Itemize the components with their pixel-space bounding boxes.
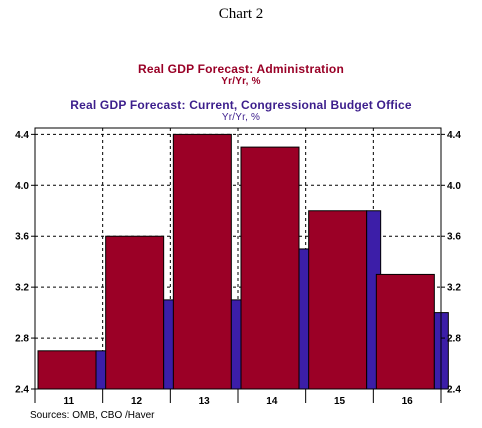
x-tick-label: 11 [64,396,75,407]
y-tick-label-left: 2.4 [15,385,29,396]
x-tick-label: 12 [131,396,143,407]
y-tick-label-left: 3.2 [15,283,29,294]
bar-admin [172,133,232,390]
y-tick-label-right: 3.2 [447,283,461,294]
y-tick-label-left: 4.4 [15,130,29,141]
legend-admin: Real GDP Forecast: Administration Yr/Yr,… [0,62,482,87]
x-tick-label: 14 [266,396,278,407]
legend-cbo-label: Real GDP Forecast: Current, Congressiona… [70,98,412,112]
bar-admin [375,273,435,390]
bar-admin [308,210,368,390]
source-note: Sources: OMB, CBO /Haver [30,410,155,421]
legend-admin-label: Real GDP Forecast: Administration [138,62,344,76]
x-tick-label: 15 [334,396,346,407]
bar-admin [105,235,165,390]
y-tick-label-right: 4.0 [447,181,461,192]
x-tick-label: 16 [402,396,414,407]
legend-cbo: Real GDP Forecast: Current, Congressiona… [0,98,482,123]
bar-admin [240,146,300,390]
bar-admin [37,350,97,390]
y-tick-label-left: 4.0 [15,181,29,192]
y-tick-label-right: 2.4 [447,385,461,396]
y-tick-label-right: 4.4 [447,130,461,141]
y-tick-label-right: 2.8 [447,334,461,345]
legend-cbo-unit: Yr/Yr, % [221,112,261,123]
legend-admin-unit: Yr/Yr, % [221,76,261,87]
y-tick-label-right: 3.6 [447,232,461,243]
x-tick-label: 13 [199,396,211,407]
chart-title: Chart 2 [218,6,264,22]
y-tick-label-left: 2.8 [15,334,29,345]
y-tick-label-left: 3.6 [15,232,29,243]
